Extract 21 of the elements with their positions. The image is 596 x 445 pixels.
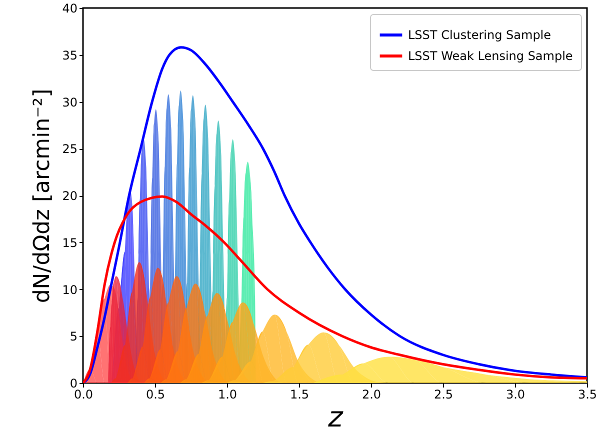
- x-tick-label: 1.0: [218, 388, 238, 402]
- y-tick-label: 30: [62, 95, 78, 110]
- y-tick-label: 20: [62, 189, 78, 203]
- y-tick-label: 25: [62, 142, 78, 156]
- y-tick-label: 0: [70, 376, 78, 390]
- legend-label: LSST Weak Lensing Sample: [408, 49, 573, 63]
- y-tick-label: 10: [62, 282, 78, 297]
- y-tick-label: 35: [62, 48, 78, 62]
- y-tick-label: 15: [62, 236, 78, 250]
- y-axis-title: dN/dΩdz [arcmin⁻²]: [30, 88, 56, 304]
- x-tick-label: 0.5: [146, 388, 166, 402]
- x-tick-label: 3.0: [506, 388, 526, 402]
- x-tick-label: 3.5: [578, 388, 596, 402]
- y-tick-label: 40: [62, 2, 78, 16]
- legend-label: LSST Clustering Sample: [408, 28, 552, 42]
- x-axis-title: z: [327, 400, 344, 434]
- x-tick-label: 0.0: [74, 388, 94, 402]
- x-tick-label: 2.0: [362, 388, 382, 402]
- x-tick-label: 2.5: [434, 388, 454, 402]
- y-tick-label: 5: [70, 330, 78, 344]
- x-tick-label: 1.5: [290, 388, 310, 402]
